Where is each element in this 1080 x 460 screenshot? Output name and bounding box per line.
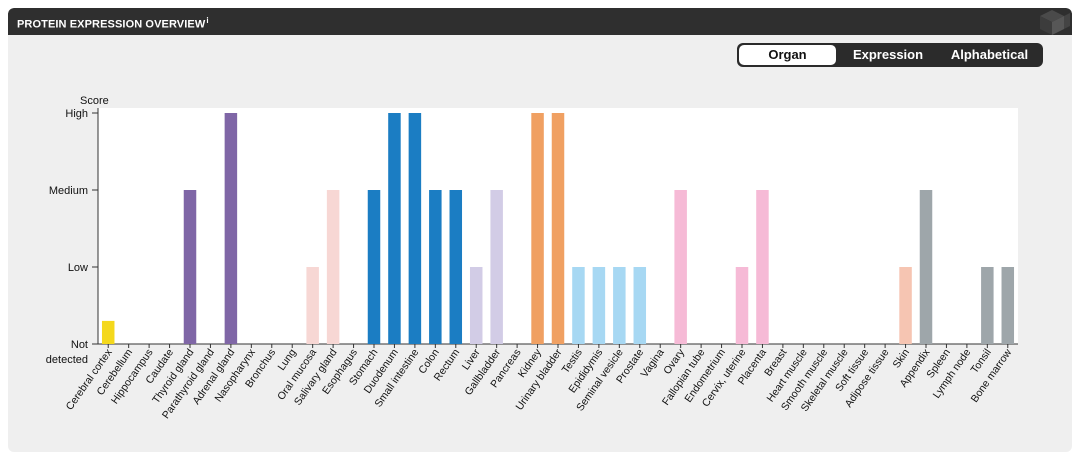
bar-tonsil[interactable]	[981, 267, 994, 344]
bar-gallbladder[interactable]	[490, 190, 503, 344]
bar-epididymis[interactable]	[592, 267, 606, 344]
y-tick-label: Not	[71, 339, 88, 351]
panel-title: PROTEIN EXPRESSION OVERVIEWi	[17, 16, 209, 31]
y-tick-label: High	[65, 108, 88, 120]
bar-kidney[interactable]	[531, 113, 544, 344]
bar-ovary[interactable]	[674, 190, 687, 344]
bar-duodenum[interactable]	[388, 113, 401, 344]
bar-salivary-gland[interactable]	[326, 190, 340, 344]
panel-header: PROTEIN EXPRESSION OVERVIEWi	[8, 8, 1072, 35]
bar-placenta[interactable]	[756, 190, 769, 344]
bar-liver[interactable]	[469, 267, 483, 344]
y-tick-label: Low	[68, 262, 88, 274]
y-axis-title: Score	[80, 95, 109, 107]
sort-alphabetical-button[interactable]: Alphabetical	[950, 47, 1029, 62]
sort-expression-button[interactable]: Expression	[852, 47, 924, 62]
cube-logo-icon	[1040, 10, 1070, 35]
bar-thyroid-gland[interactable]	[183, 190, 197, 344]
bar-oral-mucosa[interactable]	[306, 267, 319, 344]
bar-small-intestine[interactable]	[408, 113, 422, 344]
bar-bone-marrow[interactable]	[1001, 267, 1015, 344]
sort-toggle: Organ Expression Alphabetical	[737, 43, 1043, 67]
bar-rectum[interactable]	[449, 190, 463, 344]
bar-adrenal-gland[interactable]	[224, 113, 238, 344]
bar-urinary-bladder[interactable]	[551, 113, 565, 344]
bar-appendix[interactable]	[919, 190, 933, 344]
bar-cervix-uterine[interactable]	[735, 267, 749, 344]
bar-colon[interactable]	[429, 190, 442, 344]
y-tick-label: Medium	[49, 185, 88, 197]
bar-prostate[interactable]	[633, 267, 647, 344]
bar-testis[interactable]	[572, 267, 585, 344]
bar-skin[interactable]	[899, 267, 912, 344]
y-tick-label: detected	[46, 354, 88, 366]
bar-cerebral-cortex[interactable]	[101, 320, 115, 344]
sort-organ-button[interactable]: Organ	[739, 45, 836, 65]
info-icon[interactable]: i	[206, 16, 209, 25]
bar-stomach[interactable]	[367, 190, 381, 344]
bar-seminal-vesicle[interactable]	[613, 267, 626, 344]
